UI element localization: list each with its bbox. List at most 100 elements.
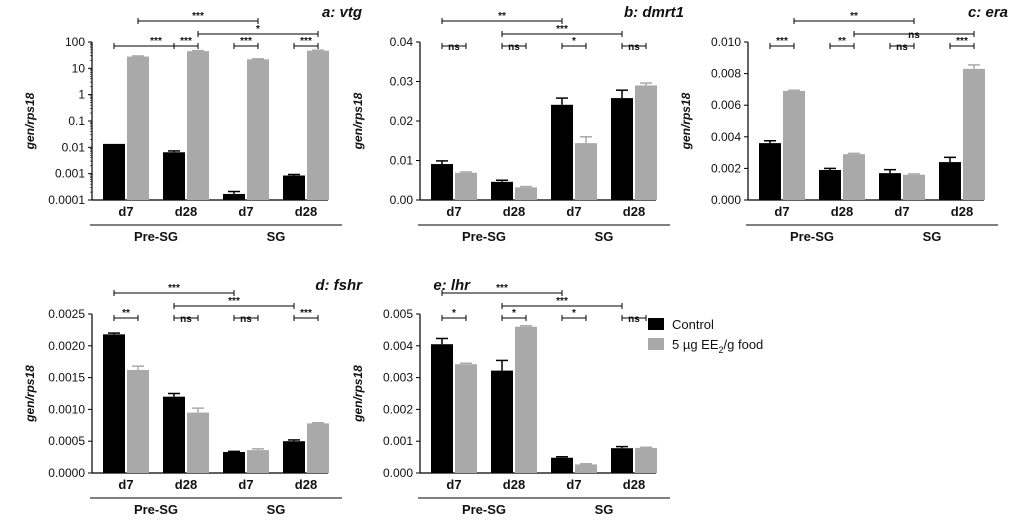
bar-control (939, 162, 961, 200)
x-tick-label: d28 (175, 204, 197, 219)
group-label: SG (923, 229, 942, 244)
significance-label: ns (908, 30, 920, 41)
bar-treated (127, 56, 149, 201)
x-tick-label: d28 (295, 477, 317, 492)
group-label: Pre-SG (462, 502, 506, 517)
bar-control (491, 370, 513, 473)
bar-control (819, 169, 841, 200)
group-label: SG (267, 229, 286, 244)
y-tick-label: 0.000 (711, 193, 741, 207)
group-label: SG (267, 502, 286, 517)
legend-swatch-control (648, 318, 664, 330)
x-tick-label: d7 (566, 477, 581, 492)
significance-label: ** (122, 308, 130, 319)
bar-treated (635, 447, 657, 473)
y-axis-label: gen/rps18 (23, 365, 37, 423)
significance-label: *** (150, 36, 162, 47)
significance-label: *** (300, 308, 312, 319)
significance-label: * (256, 24, 260, 35)
y-tick-label: 0.001 (55, 167, 85, 181)
bar-control (611, 98, 633, 200)
bar-treated (575, 143, 597, 200)
panel-title: c: era (968, 4, 1008, 21)
group-label: SG (595, 229, 614, 244)
y-tick-label: 1 (78, 88, 85, 102)
significance-label: ns (508, 42, 520, 53)
x-tick-label: d7 (446, 204, 461, 219)
bar-treated (455, 364, 477, 473)
significance-label: *** (240, 36, 252, 47)
bar-treated (635, 85, 657, 200)
significance-label: * (452, 308, 456, 319)
panel-1: a: vtg gen/rps18 0.0001 0.001 0.01 0.1 1 10 100 d… (23, 4, 362, 244)
bar-treated (963, 68, 985, 200)
y-tick-label: 0.0010 (48, 402, 85, 416)
panel-title: d: fshr (315, 277, 363, 294)
y-tick-label: 0.0025 (48, 307, 85, 321)
group-label: Pre-SG (790, 229, 834, 244)
bar-control (431, 164, 453, 200)
panel-2: b: dmrt1 gen/rps18 0.00 0.01 0.02 0.03 0.04 d7 d… (351, 4, 684, 244)
bar-control (551, 104, 573, 200)
x-tick-label: d28 (295, 204, 317, 219)
x-tick-label: d7 (118, 477, 133, 492)
y-tick-label: 0.003 (383, 371, 413, 385)
y-axis-label: gen/rps18 (351, 365, 365, 423)
legend-label-treated-suffix: /g food (724, 337, 764, 352)
y-tick-label: 0.0000 (48, 466, 85, 480)
bar-treated (515, 187, 537, 200)
y-tick-label: 0.01 (390, 154, 414, 168)
bar-control (283, 441, 305, 473)
bar-control (611, 448, 633, 473)
x-tick-label: d7 (774, 204, 789, 219)
y-tick-label: 0.004 (711, 130, 741, 144)
bar-treated (187, 412, 209, 473)
x-tick-label: d7 (566, 204, 581, 219)
y-tick-label: 0.03 (390, 75, 414, 89)
significance-label: * (572, 308, 576, 319)
bar-control (759, 143, 781, 200)
bar-treated (903, 174, 925, 200)
x-tick-label: d28 (623, 477, 645, 492)
significance-label: *** (168, 283, 180, 294)
y-axis-label: gen/rps18 (23, 92, 37, 150)
bar-control (103, 143, 125, 200)
y-tick-label: 10 (72, 61, 86, 75)
y-tick-label: 0.004 (383, 339, 413, 353)
panel-5: e: lhr gen/rps18 0.000 0.001 0.002 0.003 0.004… (351, 277, 670, 517)
significance-label: *** (556, 24, 568, 35)
group-label: Pre-SG (134, 229, 178, 244)
significance-label: ns (180, 314, 192, 325)
bar-control (491, 181, 513, 200)
x-tick-label: d7 (238, 204, 253, 219)
x-tick-label: d7 (118, 204, 133, 219)
group-label: Pre-SG (462, 229, 506, 244)
legend-swatch-treated (648, 338, 664, 350)
x-tick-label: d28 (951, 204, 973, 219)
x-tick-label: d28 (175, 477, 197, 492)
bar-control (879, 173, 901, 200)
y-tick-label: 0.04 (390, 35, 414, 49)
significance-label: *** (180, 36, 192, 47)
x-tick-label: d28 (503, 477, 525, 492)
bar-treated (575, 464, 597, 473)
y-tick-label: 0.01 (62, 140, 86, 154)
y-tick-label: 0.0001 (48, 193, 85, 207)
bar-treated (247, 59, 269, 200)
significance-label: *** (228, 296, 240, 307)
y-tick-label: 0.00 (390, 193, 414, 207)
bar-control (103, 334, 125, 473)
y-tick-label: 0.0005 (48, 434, 85, 448)
bar-treated (843, 154, 865, 200)
legend-label-control: Control (672, 317, 714, 332)
significance-label: ns (448, 42, 460, 53)
x-tick-label: d7 (446, 477, 461, 492)
bar-treated (187, 51, 209, 201)
legend: Control 5 µg EE2/g food (648, 317, 763, 355)
group-label: SG (595, 502, 614, 517)
bar-treated (307, 50, 329, 200)
significance-label: ns (240, 314, 252, 325)
y-tick-label: 0.02 (390, 114, 414, 128)
bar-treated (127, 369, 149, 473)
bar-control (283, 175, 305, 200)
